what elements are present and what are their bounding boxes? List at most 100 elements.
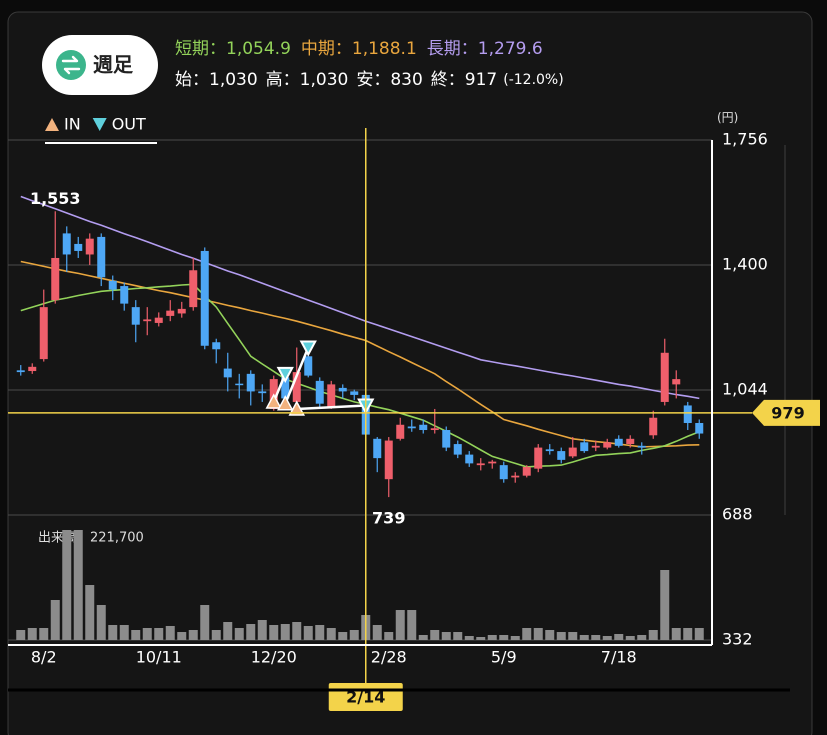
candle-body	[189, 270, 198, 308]
candle-body	[580, 442, 589, 452]
candle-body	[672, 379, 681, 385]
candle-body	[143, 319, 152, 322]
x-tick-label: 10/11	[136, 648, 182, 667]
candle-body	[85, 238, 94, 255]
quote-text: 始：1,030 高：1,030 安：830 終：917 (-12.0%)	[175, 70, 564, 90]
last-price-tag	[752, 399, 820, 426]
candle-body	[177, 308, 186, 314]
candle-body	[637, 445, 646, 448]
candle-body	[16, 370, 25, 373]
candle-body	[626, 438, 635, 445]
volume-bar	[453, 632, 463, 640]
candle-body	[154, 317, 163, 323]
candle-body	[568, 447, 577, 457]
volume-bar	[165, 625, 175, 640]
candle-body	[442, 430, 451, 448]
candle-body	[200, 250, 209, 346]
moving-average-line	[20, 195, 700, 400]
quote-name: 始：	[175, 70, 209, 90]
candle-body	[338, 387, 347, 392]
volume-bar	[545, 629, 555, 640]
volume-label: 出来高：221,700	[38, 530, 144, 546]
grid: 1,756 1,400 1,044 688 332	[8, 130, 768, 649]
price-annotation: 1,553	[30, 189, 81, 208]
candle-body	[511, 475, 520, 478]
volume-bar	[62, 530, 72, 640]
volume-bar	[614, 634, 624, 640]
volume-bar	[637, 635, 647, 640]
volume-bar	[430, 629, 440, 640]
volume-bar	[648, 629, 658, 640]
candle-body	[350, 391, 359, 395]
y-tick-label: 1,044	[722, 380, 768, 399]
volume-bar	[234, 628, 244, 640]
quote-name: 終：	[431, 70, 465, 90]
candle-body	[499, 465, 508, 480]
candle-body	[407, 426, 416, 429]
quote-value: 830	[390, 70, 422, 90]
volume-bar	[16, 629, 26, 640]
y-tick-label: 688	[722, 505, 753, 524]
volume-bar	[177, 632, 187, 640]
volume-bar	[694, 628, 704, 640]
volume-bar	[372, 625, 382, 640]
volume-bar	[384, 632, 394, 640]
ma-value: 中期：1,188.1	[301, 39, 417, 59]
volume-bar	[50, 600, 60, 640]
candle-body	[246, 373, 255, 392]
y-tick-label: 1,400	[722, 255, 768, 274]
ma-value: 長期：1,279.6	[427, 39, 543, 59]
candle-body	[97, 236, 106, 278]
candle-body	[419, 424, 428, 431]
volume-bar	[683, 628, 693, 640]
volume-bar	[85, 585, 95, 640]
volume-bar	[188, 629, 198, 640]
candle-body	[281, 377, 290, 399]
volume-bar	[591, 635, 601, 640]
volume-bar	[533, 628, 543, 640]
volume-bar	[568, 632, 578, 640]
switch-icon[interactable]	[56, 50, 86, 80]
candle-body	[396, 424, 405, 439]
volume-bar	[338, 632, 348, 640]
volume-bar	[660, 569, 670, 640]
candle-body	[603, 442, 612, 448]
x-labels: 8/2 10/11 12/20 2/28 5/9 7/18	[31, 648, 637, 667]
volume-bar	[671, 628, 681, 640]
candle-body	[292, 372, 301, 402]
candle-body	[131, 307, 140, 325]
volume-bar	[211, 629, 221, 640]
volume-bar	[200, 604, 210, 640]
volume-bar	[131, 629, 141, 640]
candle-body	[614, 438, 623, 446]
candle-body	[591, 445, 600, 448]
in-marker	[288, 400, 306, 416]
legend-label: IN	[64, 115, 81, 134]
candle-body	[453, 444, 462, 455]
candle-body	[258, 391, 267, 394]
candle-body	[304, 356, 313, 376]
candle-body	[120, 286, 129, 304]
timeframe-button[interactable]: 週足	[42, 35, 158, 95]
out-marker	[299, 340, 317, 357]
volume-bar	[108, 625, 118, 640]
volume-bar	[522, 628, 532, 640]
x-tick-label: 8/2	[31, 648, 57, 667]
y-tick-label: 332	[722, 630, 753, 649]
crosshair-label: 2/14	[346, 688, 385, 707]
candle-body	[476, 463, 485, 466]
candle-body	[28, 366, 37, 372]
trade-link	[284, 347, 310, 405]
candle-body	[557, 451, 566, 460]
timeframe-label[interactable]: 週足	[93, 53, 134, 77]
moving-average-line	[20, 260, 700, 448]
volume-bar	[246, 623, 256, 640]
volume-bar	[257, 619, 267, 640]
candle-body	[166, 310, 175, 316]
candle-body	[649, 417, 658, 436]
volume-bar	[142, 628, 152, 640]
trade-link	[296, 404, 366, 411]
volume-bar	[464, 635, 474, 640]
volume-bar	[119, 625, 129, 640]
